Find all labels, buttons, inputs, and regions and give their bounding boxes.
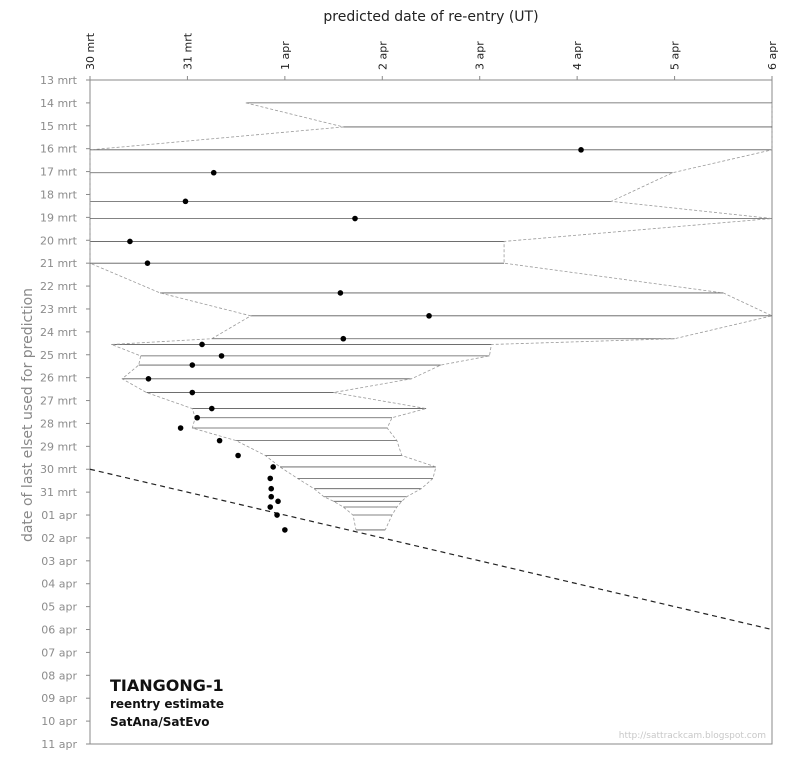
y-axis-label: date of last elset used for prediction [20,287,36,543]
nominal-point [177,425,184,431]
reference-diagonal [89,468,773,631]
nominal-point [144,260,151,266]
y-tick-label: 06 apr [41,624,77,637]
y-tick-label: 30 mrt [40,463,78,476]
y-tick-label: 29 mrt [40,440,78,453]
y-tick-label: 23 mrt [40,303,78,316]
x-tick-label: 4 apr [571,41,584,70]
y-tick-label: 14 mrt [40,97,78,110]
y-tick-label: 03 apr [41,555,77,568]
envelope-early [89,102,357,530]
y-tick-label: 25 mrt [40,349,78,362]
y-tick-label: 28 mrt [40,417,78,430]
nominal-point [199,341,205,348]
annotation-box: TIANGONG-1 reentry estimate SatAna/SatEv… [110,676,224,731]
nominal-points [127,147,584,533]
y-tick-label: 05 apr [41,601,77,614]
y-tick-label: 27 mrt [40,395,78,408]
y-tick-label: 19 mrt [40,211,78,224]
y-tick-label: 08 apr [41,669,77,682]
nominal-point [267,475,274,482]
nominal-point [210,169,217,176]
uncertainty-bands [89,102,774,531]
y-tick-label: 26 mrt [40,372,78,385]
nominal-point [127,238,133,245]
envelope-late [333,102,774,531]
annotation-line-1: reentry estimate [110,697,224,711]
nominal-point [235,452,241,459]
nominal-point [270,464,276,470]
nominal-point [274,512,280,518]
object-name: TIANGONG-1 [110,676,224,695]
x-tick-label: 2 apr [376,41,389,70]
x-tick-label: 3 apr [474,41,487,70]
nominal-point [216,437,223,444]
nominal-point [352,215,358,222]
annotation-line-2: SatAna/SatEvo [110,715,210,729]
y-tick-label: 20 mrt [40,234,78,247]
x-tick-label: 1 apr [279,41,292,70]
y-tick-label: 22 mrt [40,280,78,293]
y-tick-label: 10 apr [41,715,77,728]
nominal-point [340,335,347,342]
y-tick-label: 13 mrt [40,74,78,87]
y-ticks: 13 mrt 14 mrt 15 mrt 16 mrt 17 mrt 18 mrt 19 m… [40,74,90,751]
y-tick-label: 24 mrt [40,326,78,339]
credit-text: http://sattrackcam.blogspot.com [618,731,766,741]
x-tick-label: 30 mrt [84,32,97,70]
y-tick-label: 15 mrt [40,120,78,133]
nominal-point [268,485,275,492]
nominal-point [267,504,274,510]
nominal-point [182,198,189,205]
nominal-point [194,414,200,421]
y-tick-label: 02 apr [41,532,77,545]
x-tick-label: 31 mrt [181,32,194,70]
y-tick-label: 31 mrt [40,486,78,499]
nominal-point [189,362,196,368]
reference-line [89,468,773,631]
chart-title: predicted date of re-entry (UT) [323,9,539,25]
x-tick-label: 6 apr [766,41,779,70]
x-ticks: 30 mrt 31 mrt 1 apr 2 apr 3 apr 4 apr 5 apr 6 a… [84,32,779,80]
nominal-point [189,389,196,396]
y-tick-label: 18 mrt [40,188,78,201]
plot-frame [89,79,773,745]
nominal-point [426,313,432,319]
x-tick-label: 5 apr [669,41,682,70]
y-tick-label: 17 mrt [40,166,78,179]
nominal-point [282,527,288,533]
y-tick-label: 07 apr [41,646,77,659]
y-tick-label: 09 apr [41,692,77,705]
nominal-point [275,498,281,505]
y-tick-label: 11 apr [41,738,77,751]
nominal-point [208,405,215,412]
nominal-point [218,353,225,359]
y-tick-label: 16 mrt [40,143,78,156]
nominal-point [145,376,152,382]
nominal-point [578,147,584,153]
nominal-point [337,290,344,296]
y-tick-label: 21 mrt [40,257,78,270]
y-tick-label: 04 apr [41,578,77,591]
nominal-point [268,493,275,500]
y-tick-label: 01 apr [41,509,77,522]
